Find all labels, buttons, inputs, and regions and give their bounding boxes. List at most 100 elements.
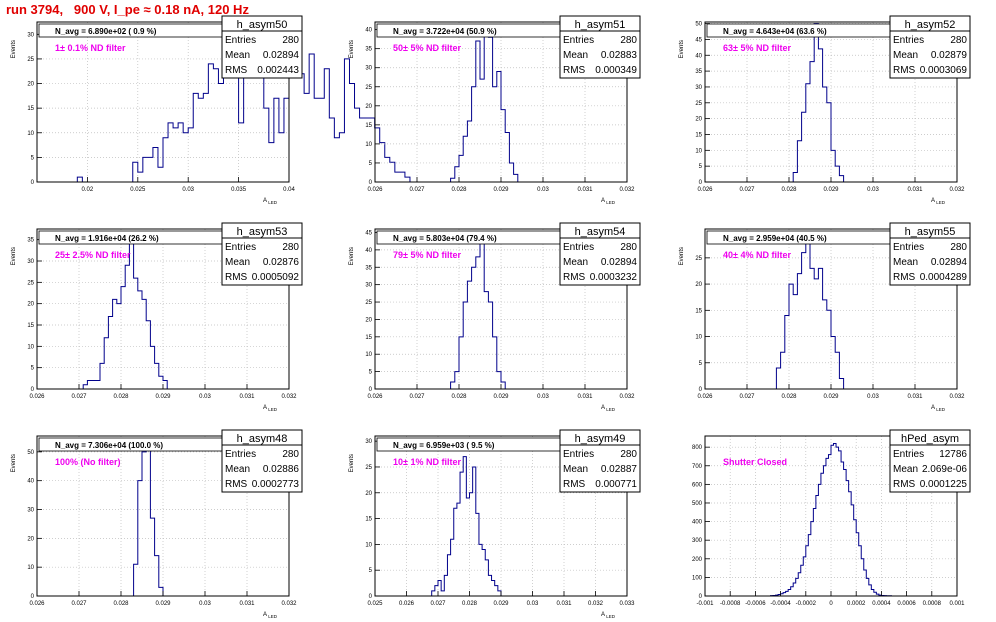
x-tick-label: 0.03 <box>867 394 879 400</box>
stats-box <box>559 429 641 493</box>
x-tick-label: 0.0004 <box>872 601 891 607</box>
y-tick-label: 40 <box>365 28 372 34</box>
y-tick-label: 25 <box>365 85 372 91</box>
x-tick-label: 0.028 <box>781 187 797 193</box>
stats-label-entries: Entries <box>893 35 924 46</box>
n-avg-text: N_avg = 2.959e+04 (40.5 %) <box>723 234 827 243</box>
stats-label-mean: Mean <box>225 50 250 61</box>
y-tick-label: 600 <box>692 482 703 488</box>
x-tick-label: 0.0006 <box>897 601 916 607</box>
y-tick-label: 15 <box>27 106 34 112</box>
stats-label-mean: Mean <box>225 464 250 475</box>
y-tick-label: 10 <box>365 352 372 358</box>
histogram-panel-h_asym53: 0.026 0.027 0.028 0.029 0.03 0.031 0.032 0 5 10 15… <box>11 222 303 412</box>
histogram-bars <box>82 234 168 389</box>
x-tick-label: 0.031 <box>556 601 572 607</box>
histogram-bars <box>450 25 522 183</box>
y-tick-label: 40 <box>27 479 34 485</box>
stats-label-mean: Mean <box>893 464 918 475</box>
y-tick-label: 5 <box>369 161 373 167</box>
y-tick-label: 25 <box>365 465 372 471</box>
x-tick-label: -0.0002 <box>796 601 817 607</box>
x-tick-label: 0.032 <box>619 394 635 400</box>
x-tick-label: 0.03 <box>182 187 194 193</box>
stats-box <box>221 429 303 493</box>
stats-value-mean: 2.069e-06 <box>922 464 967 475</box>
stats-box <box>889 429 971 493</box>
x-tick-label: 0.026 <box>367 394 383 400</box>
y-tick-label: 0 <box>699 594 703 600</box>
y-tick-label: 15 <box>695 308 702 314</box>
y-tick-label: 25 <box>365 300 372 306</box>
y-tick-label: 40 <box>695 53 702 59</box>
filter-note: 10± 1% ND filter <box>393 457 461 467</box>
x-tick-label: -0.0008 <box>720 601 741 607</box>
y-tick-label: 30 <box>27 32 34 38</box>
x-tick-label: 0.027 <box>739 187 755 193</box>
y-tick-label: 0 <box>369 594 373 600</box>
y-axis-label: Events <box>349 247 355 265</box>
y-tick-label: 5 <box>31 366 35 372</box>
y-tick-label: 50 <box>27 450 34 456</box>
page-title: run 3794, 900 V, I_pe ≈ 0.18 nA, 120 Hz <box>6 2 249 17</box>
filter-note: 1± 0.1% ND filter <box>55 43 126 53</box>
filter-note: 50± 5% ND filter <box>393 43 461 53</box>
y-tick-label: 10 <box>27 344 34 350</box>
stats-value-rms: 0.000349 <box>595 65 637 76</box>
y-tick-label: 700 <box>692 464 703 470</box>
y-tick-label: 20 <box>27 82 34 88</box>
stats-value-entries: 280 <box>950 242 967 253</box>
stats-value-rms: 0.0004289 <box>920 272 968 283</box>
histogram-bars <box>431 456 505 597</box>
y-axis-label: Events <box>349 454 355 472</box>
x-tick-label: -0.0006 <box>745 601 766 607</box>
stats-label-rms: RMS <box>563 272 586 283</box>
x-tick-label: 0.028 <box>113 601 129 607</box>
y-tick-label: 200 <box>692 557 703 563</box>
y-tick-label: 10 <box>27 565 34 571</box>
y-axis-label: Events <box>679 247 685 265</box>
n-avg-text: N_avg = 5.803e+04 (79.4 %) <box>393 234 497 243</box>
y-tick-label: 5 <box>699 164 703 170</box>
x-tick-label: 0.025 <box>367 601 383 607</box>
x-axis-label: A LED <box>263 198 278 205</box>
stats-label-rms: RMS <box>893 479 916 490</box>
x-tick-label: 0.0002 <box>847 601 866 607</box>
y-tick-label: 0 <box>31 594 35 600</box>
x-tick-label: 0.027 <box>739 394 755 400</box>
x-tick-label: 0.03 <box>527 601 539 607</box>
y-tick-label: 35 <box>695 69 702 75</box>
x-tick-label: 0.02 <box>82 187 94 193</box>
y-axis-label: Events <box>11 247 17 265</box>
y-tick-label: 0 <box>31 387 35 393</box>
histogram-bars <box>133 445 168 597</box>
histogram-title: h_asym55 <box>905 226 956 238</box>
y-axis-label: Events <box>349 40 355 58</box>
stats-label-rms: RMS <box>893 272 916 283</box>
stats-value-rms: 0.000771 <box>595 479 637 490</box>
y-tick-label: 20 <box>365 491 372 497</box>
x-tick-label: 0.032 <box>949 187 965 193</box>
n-avg-text: N_avg = 3.722e+04 (50.9 %) <box>393 27 497 36</box>
stats-label-entries: Entries <box>225 35 256 46</box>
x-tick-label: 0.03 <box>537 394 549 400</box>
x-tick-label: 0.027 <box>71 394 87 400</box>
y-tick-label: 20 <box>365 104 372 110</box>
histogram-bars <box>450 235 506 389</box>
stats-label-mean: Mean <box>563 464 588 475</box>
x-tick-label: 0.026 <box>697 187 713 193</box>
y-tick-label: 0 <box>699 387 703 393</box>
x-tick-label: 0.033 <box>619 601 635 607</box>
x-tick-label: 0.032 <box>619 187 635 193</box>
x-tick-label: 0.027 <box>71 601 87 607</box>
stats-value-entries: 280 <box>950 35 967 46</box>
stats-value-rms: 0.0005092 <box>252 272 300 283</box>
x-tick-label: 0.029 <box>493 601 509 607</box>
filter-note: 63± 5% ND filter <box>723 43 791 53</box>
y-tick-label: 100 <box>692 575 703 581</box>
y-axis-label: Events <box>11 40 17 58</box>
x-tick-label: 0.031 <box>907 187 923 193</box>
histogram-bars <box>770 442 892 597</box>
stats-label-entries: Entries <box>893 449 924 460</box>
